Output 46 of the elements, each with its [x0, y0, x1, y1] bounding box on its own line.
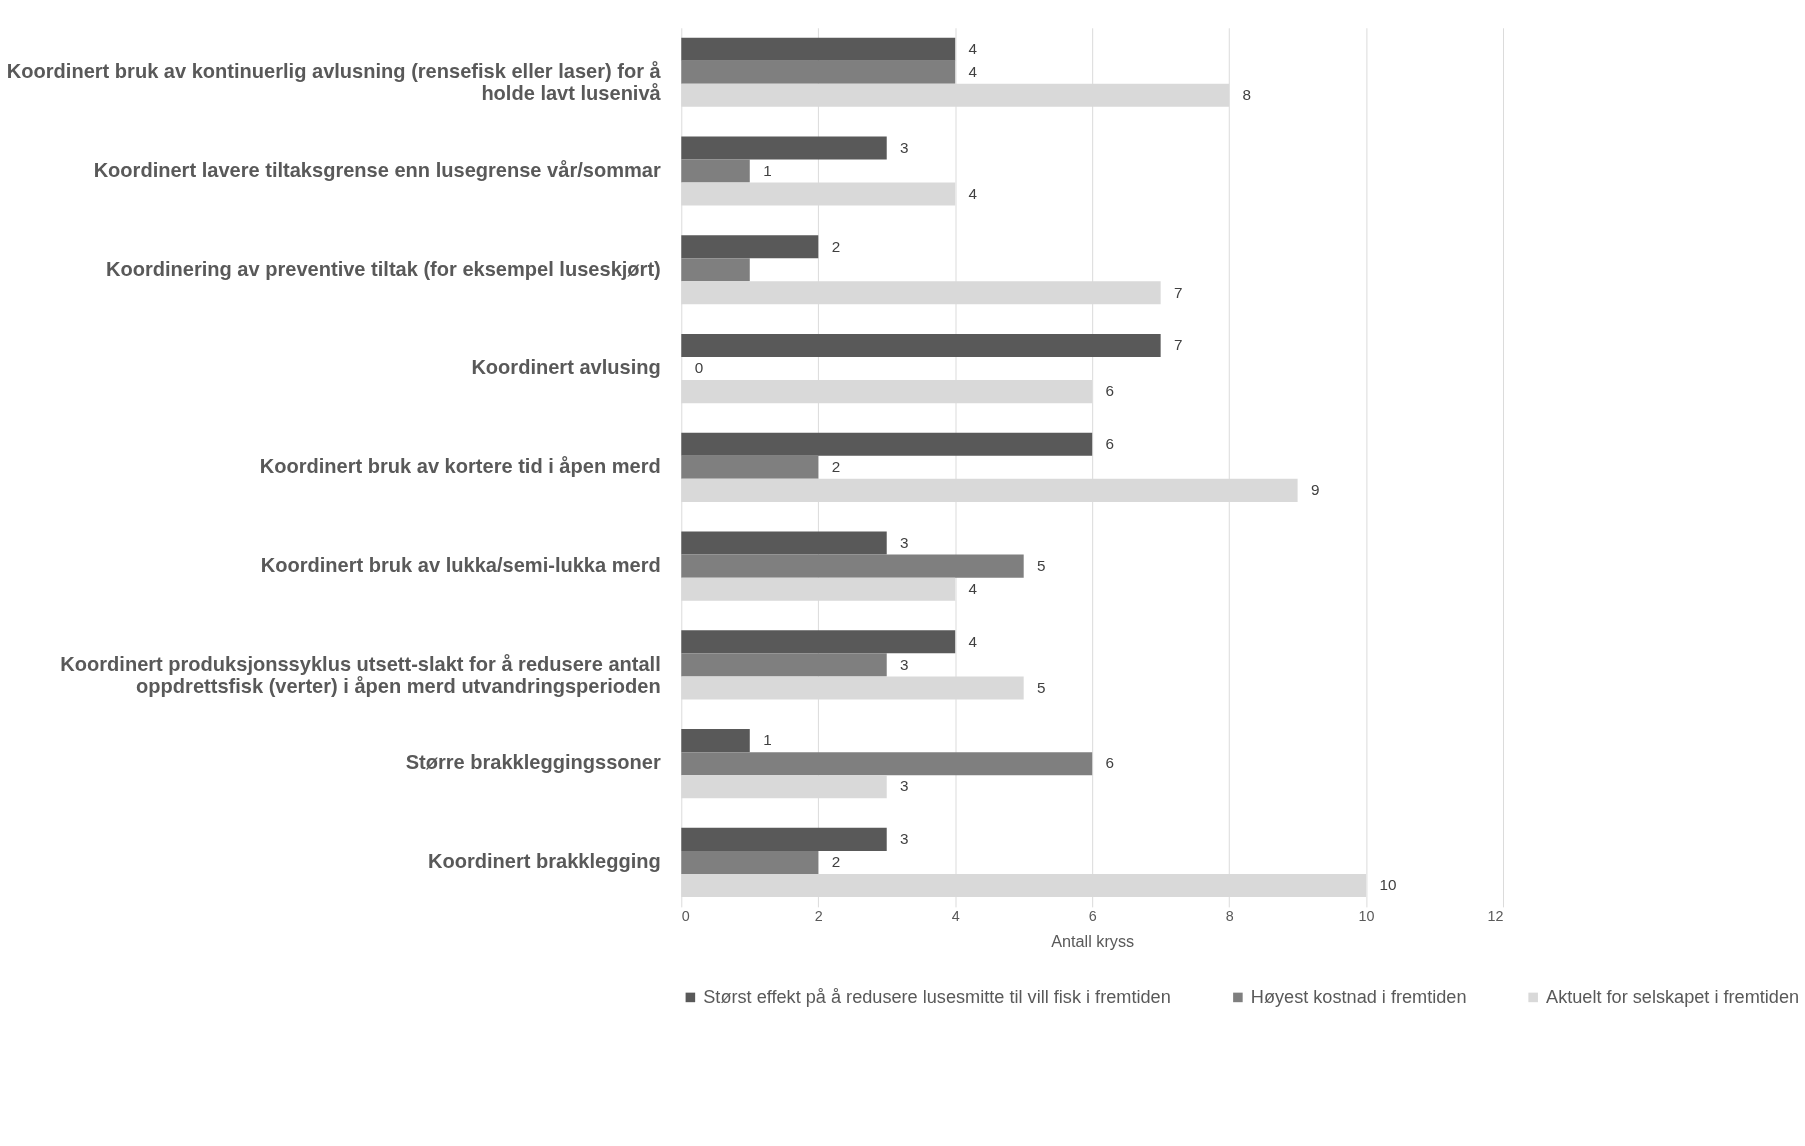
data-label: 7 — [1174, 283, 1183, 301]
x-tick-label: 8 — [1225, 907, 1234, 924]
data-label: 4 — [968, 39, 978, 57]
y-tick-label: Koordinert lavere tiltaksgrense enn lusegrense vår/sommar — [93, 158, 661, 181]
data-label: 2 — [831, 237, 841, 255]
data-label: 3 — [900, 777, 909, 795]
y-tick-label: Koordinert brakklegging — [427, 850, 661, 873]
x-tick-label: 10 — [1358, 907, 1375, 924]
data-label: 6 — [1105, 382, 1115, 400]
data-label: 3 — [900, 655, 909, 673]
x-tick-label: 12 — [1487, 907, 1504, 924]
data-label: 3 — [900, 830, 909, 848]
y-tick-label: Koordinert avlusing — [471, 356, 661, 379]
y-tick-label: Koordinert bruk av kortere tid i åpen merd — [259, 455, 661, 478]
y-tick-label: Koordinert bruk av kontinuerlig avlusning (rensefisk eller laser) for å holde lavt lusenivå — [6, 59, 662, 104]
x-tick-label: 2 — [814, 907, 823, 924]
data-label: 3 — [900, 533, 909, 551]
y-tick-label: Koordinering av preventive tiltak (for eksempel luseskjørt) — [105, 257, 661, 280]
data-label: 6 — [1105, 754, 1115, 772]
data-label: 0 — [694, 359, 704, 377]
data-label: 4 — [968, 579, 978, 597]
x-tick-label: 6 — [1088, 907, 1097, 924]
data-label: 7 — [1174, 336, 1183, 354]
y-tick-label: Større brakkleggingssoner — [405, 751, 661, 774]
x-tick-label: 4 — [951, 907, 960, 924]
data-label: 6 — [1105, 435, 1115, 453]
data-label: 3 — [900, 138, 909, 156]
x-axis-title: Antall kryss — [1051, 932, 1135, 951]
y-tick-label: Koordinert produksjonssyklus utsett-slakt for å redusere antall oppdrettsfisk (verter) i åpen merd utvandringsperioden — [60, 652, 661, 697]
data-label: 2 — [831, 458, 841, 476]
y-tick-label: Koordinert bruk av lukka/semi-lukka merd — [260, 553, 661, 576]
legend-label: Aktuelt for selskapet i fremtiden — [1546, 987, 1800, 1008]
data-label: 9 — [1310, 481, 1320, 499]
data-label: 4 — [968, 63, 978, 81]
legend-label: Høyest kostnad i fremtiden — [1250, 987, 1467, 1008]
data-label: 4 — [968, 184, 978, 202]
legend-label: Størst effekt på å redusere lusesmitte til vill fisk i fremtiden — [703, 987, 1171, 1008]
data-label: 1 — [763, 731, 772, 749]
data-label: 5 — [1037, 556, 1046, 574]
data-label: 4 — [968, 632, 978, 650]
data-label: 1 — [763, 161, 772, 179]
data-label: 8 — [1242, 86, 1252, 104]
x-tick-label: 0 — [681, 907, 690, 924]
data-label: 10 — [1379, 876, 1397, 894]
data-label: 2 — [831, 853, 841, 871]
data-label: 5 — [1037, 678, 1046, 696]
